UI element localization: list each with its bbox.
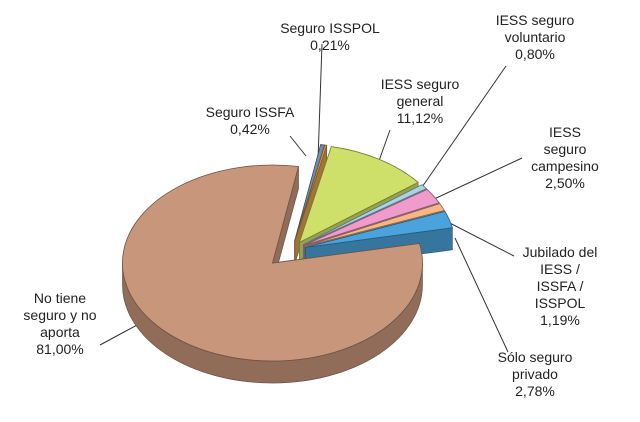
slice-label: Sólo seguro privado 2,78% — [498, 349, 573, 400]
category-name: Sólo seguro privado — [497, 349, 573, 382]
leader-lines — [99, 43, 523, 353]
slice-label: Seguro ISSFA 0,42% — [206, 104, 295, 138]
slice-label: Seguro ISSPOL 0,21% — [280, 20, 380, 54]
category-name: No tiene seguro y no aporta — [23, 290, 97, 340]
slice-label: IESS seguro campesino 2,50% — [528, 124, 603, 192]
value-label: 0,21% — [310, 37, 350, 53]
category-name: IESS seguro voluntario — [495, 12, 575, 45]
pie-slice — [294, 144, 328, 242]
pie-slice — [122, 164, 423, 362]
value-label: 0,80% — [515, 46, 555, 62]
category-name: IESS seguro general — [380, 76, 460, 109]
pie-slice — [304, 203, 445, 247]
value-label: 0,42% — [230, 121, 270, 137]
category-name: IESS seguro campesino — [531, 124, 599, 174]
value-label: 2,50% — [545, 175, 585, 191]
value-label: 1,19% — [540, 312, 580, 328]
value-label: 2,78% — [515, 383, 555, 399]
pie-slice — [303, 184, 428, 245]
pie-slice — [298, 146, 419, 244]
category-name: Seguro ISSFA — [205, 104, 295, 120]
slice-label: IESS seguro general 11,12% — [381, 76, 460, 127]
category-name: Seguro ISSPOL — [280, 20, 380, 36]
category-name: Jubilado del IESS / ISSFA / ISSPOL — [522, 244, 598, 311]
pie-slice — [305, 210, 453, 248]
value-label: 11,12% — [396, 110, 444, 126]
slice-label: Jubilado del IESS / ISSFA / ISSPOL 1,19% — [520, 244, 600, 329]
slice-label: No tiene seguro y no aporta 81,00% — [23, 290, 96, 358]
pie-slice — [303, 188, 440, 246]
value-label: 81,00% — [36, 341, 84, 357]
slice-tops — [122, 144, 453, 362]
slice-label: IESS seguro voluntario 0,80% — [496, 12, 575, 63]
